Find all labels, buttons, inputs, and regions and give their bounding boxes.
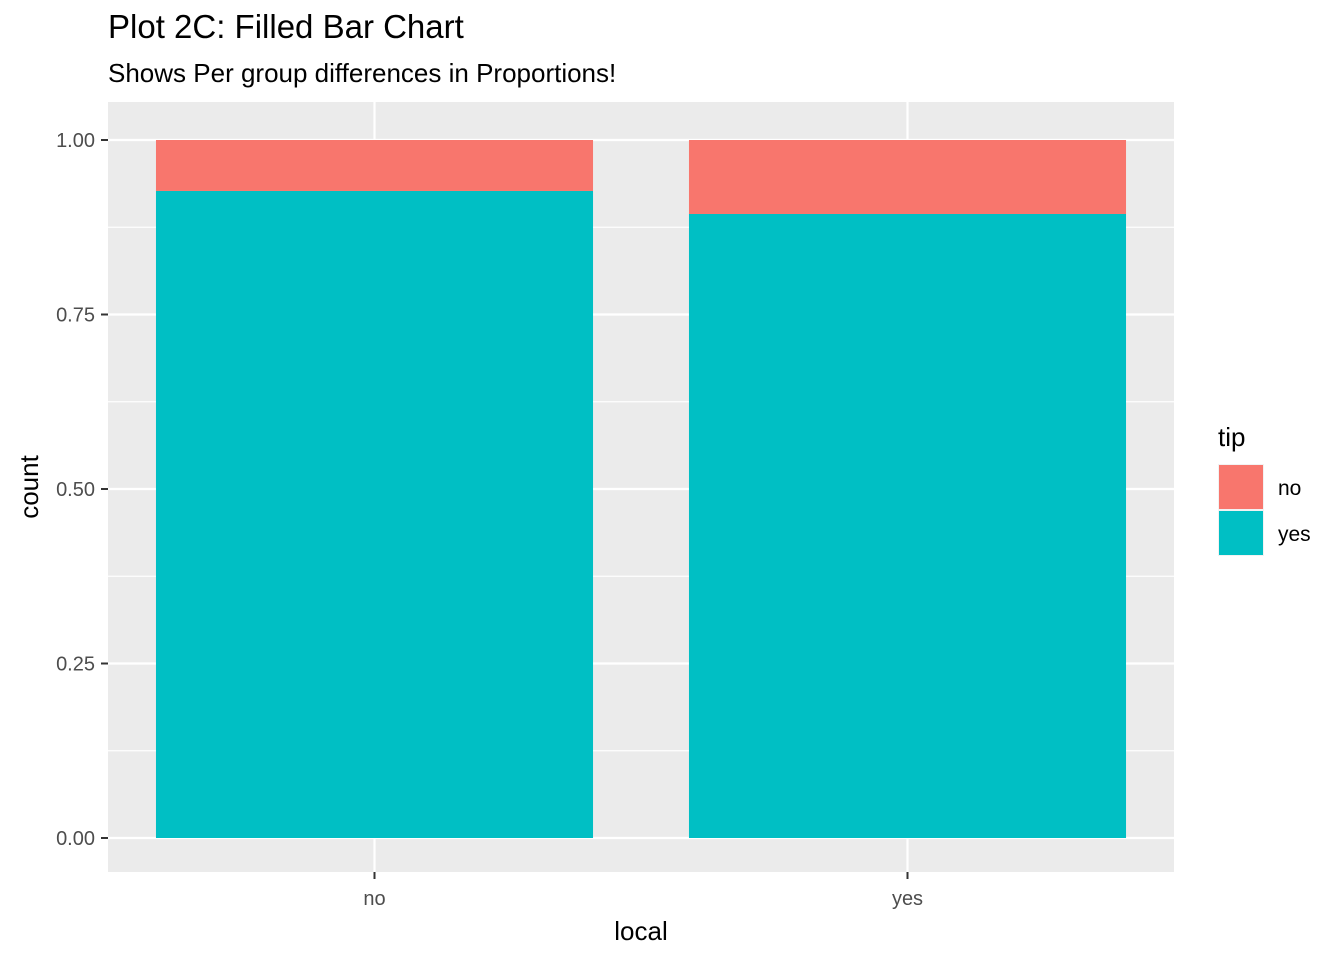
- legend-swatch-yes: [1219, 511, 1263, 555]
- x-tick-label: no: [363, 888, 385, 910]
- y-tick-label: 0.75: [56, 305, 95, 327]
- y-tick-label: 0.25: [56, 654, 95, 676]
- x-tick-label: yes: [892, 888, 923, 910]
- legend-label-no: no: [1278, 477, 1301, 500]
- legend-title: tip: [1218, 422, 1245, 452]
- y-tick-label: 1.00: [56, 130, 95, 152]
- bar-no-yes: [155, 190, 594, 839]
- bar-yes-no: [688, 140, 1127, 214]
- legend-swatch-no: [1219, 465, 1263, 509]
- y-axis-title: count: [14, 454, 44, 518]
- legend-label-yes: yes: [1278, 523, 1311, 546]
- chart-title: Plot 2C: Filled Bar Chart: [108, 8, 464, 45]
- y-tick-label: 0.00: [56, 828, 95, 850]
- bars: [155, 140, 1127, 839]
- legend: tip no yes: [1218, 422, 1311, 556]
- bar-yes-yes: [688, 213, 1127, 838]
- axes: 0.00 0.25 0.50 0.75 1.00 no yes: [56, 130, 923, 910]
- bar-no-no: [155, 140, 594, 191]
- x-axis-title: local: [614, 916, 667, 946]
- chart-subtitle: Shows Per group differences in Proportio…: [108, 58, 617, 88]
- y-tick-label: 0.50: [56, 479, 95, 501]
